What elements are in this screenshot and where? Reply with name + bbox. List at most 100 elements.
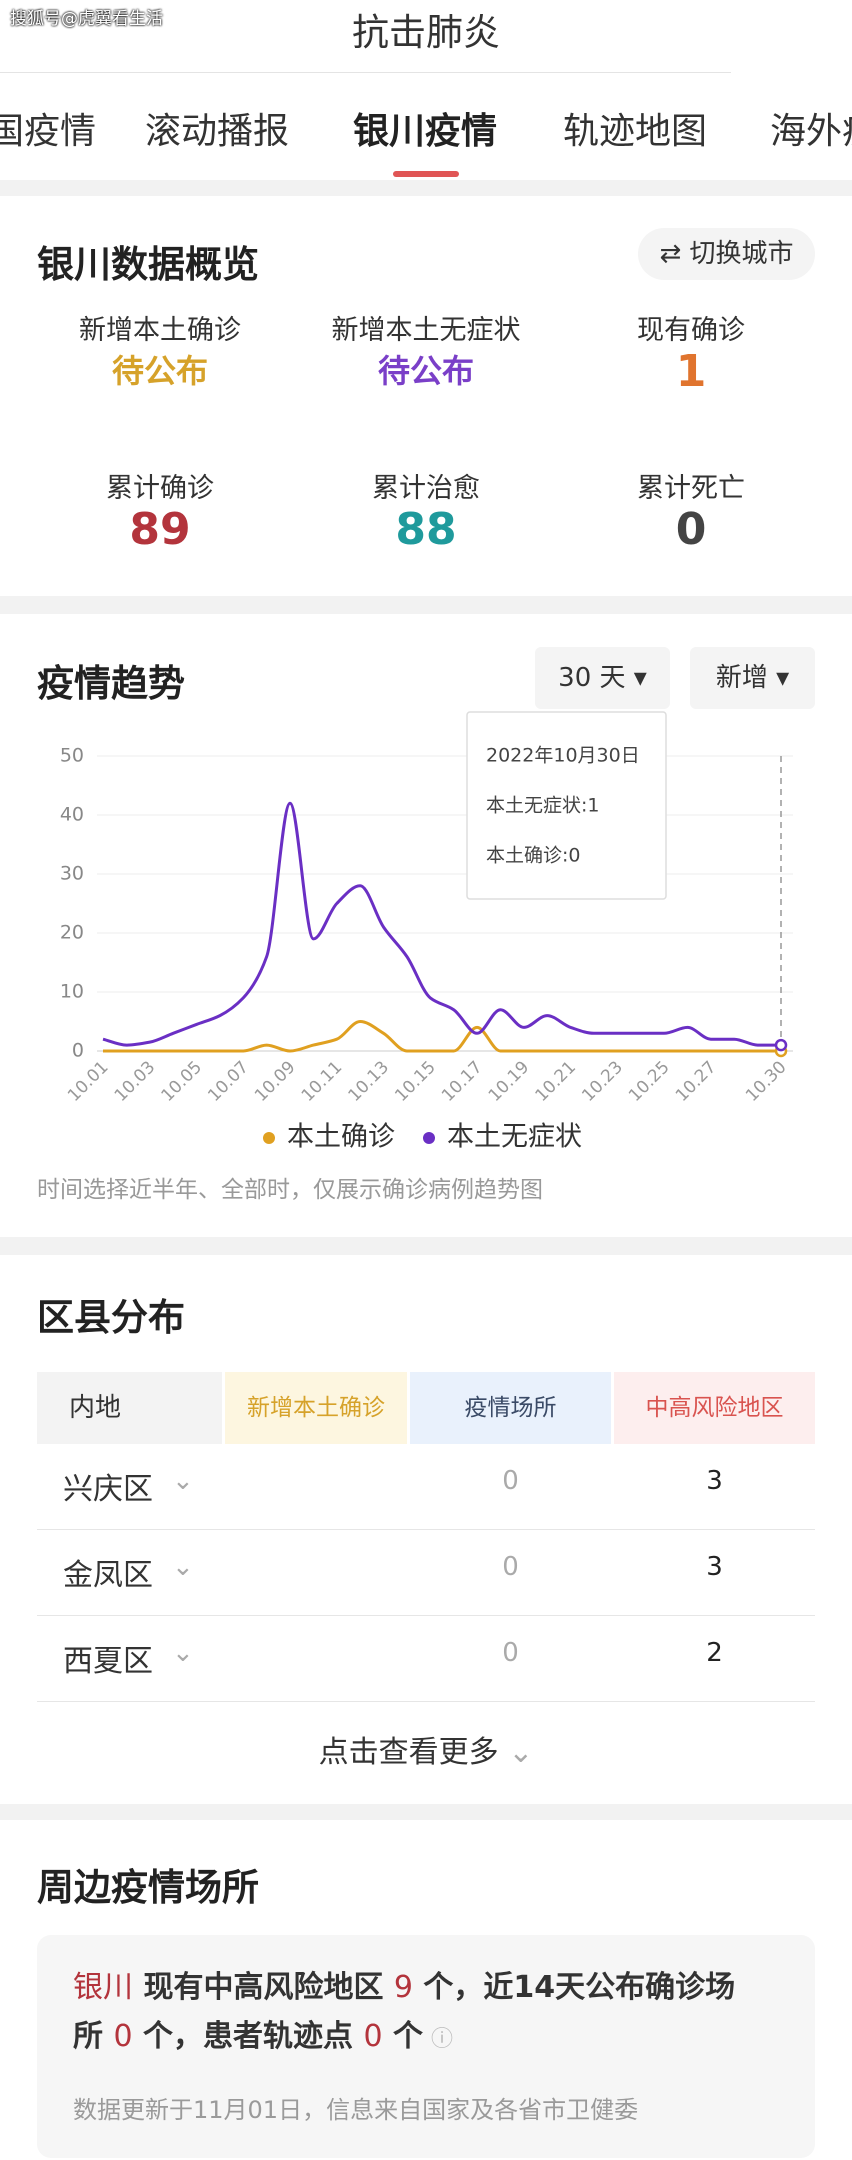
stat-label: 新增本土无症状 <box>331 315 521 346</box>
column-header: 新增本土确诊 <box>225 1372 407 1444</box>
stat-value: 0 <box>675 504 707 555</box>
caret: ▾ <box>767 663 790 693</box>
button-label: 点击查看更多 <box>318 1735 499 1770</box>
tab[interactable]: 滚动播报 <box>145 111 290 152</box>
expand-chevron: ⌄ <box>172 1552 194 1582</box>
chevron: ⌄ <box>498 1735 534 1770</box>
tab[interactable]: 轨迹地图 <box>563 111 708 152</box>
x-tick-label: 10.09 <box>251 1057 300 1106</box>
separator <box>0 180 852 196</box>
show-more-button[interactable]: 点击查看更多 ⌄ <box>0 1727 852 1771</box>
legend-label: 本土无症状 <box>447 1122 582 1153</box>
nearby-summary: 银川 现有中高风险地区 9 个，近14天公布确诊场所 0 个，患者轨迹点 0 个… <box>73 1963 763 2064</box>
highlight: 0 <box>113 2019 133 2054</box>
y-tick-label: 0 <box>72 1040 84 1062</box>
district-name[interactable]: 西夏区 <box>63 1644 153 1679</box>
summary-text: 个 <box>382 2019 423 2054</box>
expand-chevron: ⌄ <box>172 1466 194 1496</box>
x-tick-label: 10.03 <box>111 1057 160 1106</box>
separator <box>0 596 852 614</box>
hover-point <box>774 1038 788 1052</box>
caret: ▾ <box>625 663 647 693</box>
stat-label: 累计确诊 <box>106 473 214 504</box>
highlight: 银川 <box>73 1970 133 2005</box>
summary-text: 个，患者轨迹点 <box>132 2019 364 2054</box>
stat-label: 累计治愈 <box>372 473 480 504</box>
x-tick-label: 10.13 <box>345 1057 394 1106</box>
stat-value: 待公布 <box>111 352 208 390</box>
x-tick-label: 10.19 <box>485 1057 534 1106</box>
x-tick-label: 10.11 <box>298 1057 347 1106</box>
chart-note: 时间选择近半年、全部时，仅展示确诊病例趋势图 <box>37 1177 543 1203</box>
site-count: 0 <box>502 1466 519 1496</box>
tab[interactable]: 海外疫情 <box>770 111 852 152</box>
expand-chevron: ⌄ <box>172 1638 194 1668</box>
legend-marker <box>423 1132 435 1144</box>
nearby-card: 银川 现有中高风险地区 9 个，近14天公布确诊场所 0 个，患者轨迹点 0 个… <box>37 1935 815 2158</box>
stat-value: 待公布 <box>377 352 474 390</box>
page-title: 抗击肺炎 <box>352 11 500 54</box>
range-dropdown[interactable]: 30 天 ▾ <box>535 647 670 709</box>
summary-text: 个，近14天公布确诊场所 <box>73 1970 736 2054</box>
x-tick-label: 10.23 <box>578 1057 627 1106</box>
stat-value: 88 <box>395 504 457 555</box>
site-count: 0 <box>502 1638 519 1668</box>
x-tick-label: 10.05 <box>157 1057 206 1106</box>
risk-count: 3 <box>706 1466 723 1496</box>
district-name[interactable]: 金凤区 <box>63 1558 153 1593</box>
switch-city-button[interactable]: ⇄ 切换城市 <box>638 228 815 280</box>
x-tick-label: 10.27 <box>672 1057 721 1106</box>
legend-marker <box>263 1132 275 1144</box>
column-header: 中高风险地区 <box>614 1372 815 1444</box>
y-tick-label: 50 <box>60 745 84 767</box>
x-tick-label: 10.25 <box>625 1057 674 1106</box>
row-divider <box>37 1615 815 1616</box>
dropdown-label: 新增 <box>715 663 768 693</box>
summary-text: 现有中高风险地区 <box>133 1970 394 2005</box>
x-tick-label: 10.15 <box>391 1057 440 1106</box>
tab-indicator <box>393 171 459 177</box>
separator <box>0 1804 852 1820</box>
dropdown-label: 30 天 <box>558 663 626 693</box>
legend-label: 本土确诊 <box>287 1122 395 1153</box>
button-label: 切换城市 <box>689 239 794 269</box>
risk-count: 3 <box>706 1552 723 1582</box>
row-divider <box>37 1529 815 1530</box>
y-tick-label: 10 <box>60 981 84 1003</box>
section-title: 银川数据概览 <box>37 243 259 286</box>
separator <box>0 1237 852 1255</box>
watermark: 搜狐号@虎翼看生活 <box>10 9 163 29</box>
x-tick-label: 10.21 <box>532 1057 581 1106</box>
section-title: 疫情趋势 <box>37 662 185 705</box>
swap-icon: ⇄ <box>659 239 690 269</box>
tooltip-box <box>466 711 667 900</box>
info-icon[interactable]: ⓘ <box>430 2027 453 2052</box>
column-header: 内地 <box>37 1372 222 1444</box>
district-name[interactable]: 兴庆区 <box>63 1472 153 1507</box>
stat-label: 新增本土确诊 <box>79 315 241 346</box>
mode-dropdown[interactable]: 新增 ▾ <box>690 647 815 709</box>
series-line <box>102 801 781 1047</box>
y-tick-label: 20 <box>60 922 84 944</box>
section-title: 区县分布 <box>37 1296 185 1339</box>
stat-value: 89 <box>129 504 191 555</box>
y-tick-label: 30 <box>60 863 84 885</box>
tab[interactable]: 国疫情 <box>0 111 97 152</box>
risk-count: 2 <box>706 1638 723 1668</box>
update-note: 数据更新于11月01日，信息来自国家及各省市卫健委 <box>73 2096 639 2124</box>
series-line <box>102 1019 781 1053</box>
tab[interactable]: 银川疫情 <box>353 111 498 152</box>
highlight: 0 <box>363 2019 383 2054</box>
stat-label: 现有确诊 <box>637 315 745 346</box>
x-tick-label: 10.30 <box>742 1057 791 1106</box>
x-tick-label: 10.01 <box>64 1057 113 1106</box>
row-divider <box>37 1701 815 1702</box>
divider <box>0 72 731 73</box>
stat-label: 累计死亡 <box>637 473 745 504</box>
tooltip-text: 本土确诊:0 <box>486 845 581 867</box>
section-title: 周边疫情场所 <box>37 1866 259 1909</box>
y-tick-label: 40 <box>60 804 84 826</box>
tooltip-text: 2022年10月30日 <box>486 745 640 767</box>
site-count: 0 <box>502 1552 519 1582</box>
